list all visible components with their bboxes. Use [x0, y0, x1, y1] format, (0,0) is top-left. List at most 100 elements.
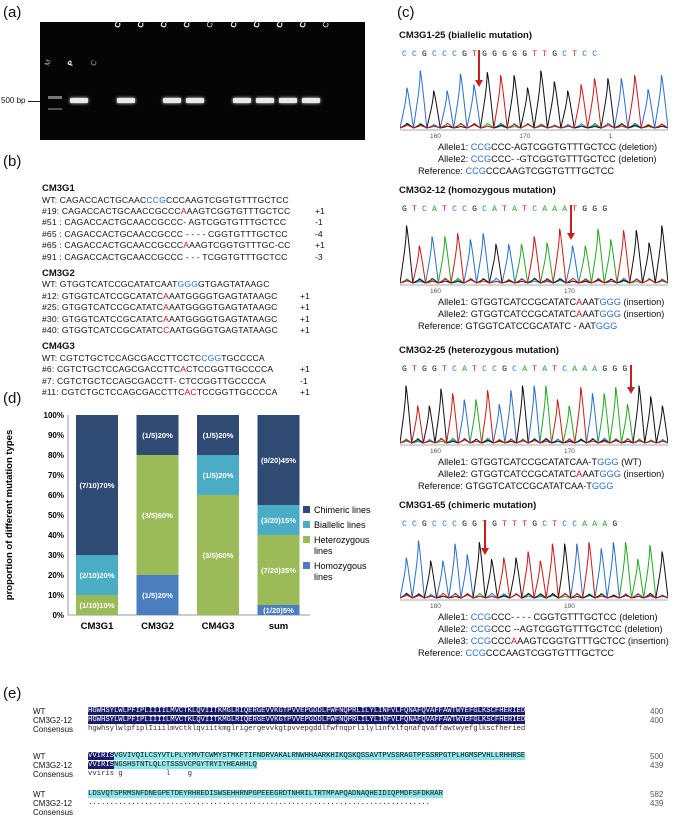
base-call: A [582, 520, 593, 529]
bar-segment [197, 415, 239, 455]
bar-segment [257, 415, 300, 505]
allele-seq: AAGTCGGTGTTTGCTCC [517, 636, 626, 646]
row-label-wt: WT [33, 752, 46, 761]
allele-insertion: A [511, 636, 518, 646]
trace-line-A [400, 542, 668, 599]
indel-size: +1 [315, 240, 325, 251]
base-call: A [602, 520, 613, 529]
stacked-bar-chart: 0% 10% 20% 30% 40% 50% 60% 70% 80% 90% 100% proport… [4, 411, 371, 632]
base-call: A [542, 365, 553, 374]
mutation-arrowhead [567, 233, 575, 240]
trace-line-T [400, 387, 668, 445]
sequence-id: #12: [42, 290, 62, 301]
allele-line: Allele2: GTGGTCATCCGCATATCAAATGGG (inser… [438, 309, 664, 319]
base-call: T [442, 365, 453, 374]
sequence-line: #40: GTGGTCATCCGCATATCCAATGGGGTGAGTATAAG… [42, 325, 278, 335]
sequence-text: CGTCTGCTCCAGCGACCTT- CTCCGGTTGCCCCA [56, 375, 267, 386]
base-call: G [622, 365, 633, 374]
gel-band [116, 98, 135, 103]
chromatogram-trace [400, 225, 668, 286]
chromatogram-title: CM3G2-12 (homozygous mutation) [399, 185, 556, 196]
sequence-line: #51 : CAGACCACTGCAACCGCCC- AGTCGGTGTTTGC… [42, 217, 286, 227]
sequence-line: WT: GTGGTCATCCGCATATCAATGGGGTGAGTATAAGC [42, 279, 270, 289]
allele-seq: GTGGTCATCCGCATATCAA-T [465, 481, 592, 491]
panel-e-label: (e) [3, 685, 22, 702]
x-tick-label: CM4G3 [202, 621, 235, 632]
chromatogram-trace [400, 540, 668, 601]
sequence-highlight: CCG [146, 194, 166, 205]
allele-pam: GGG [599, 469, 621, 479]
allele-seq: CCC [491, 636, 512, 646]
trace-tick: 1 [608, 133, 613, 140]
base-call: T [412, 205, 423, 214]
base-call: C [582, 50, 593, 59]
base-call: G [432, 365, 443, 374]
allele-line: Reference: CCGCCCAAGTCGGTGTTTGCTCC [418, 648, 614, 658]
bar-data-label: (7/10)70% [79, 481, 114, 490]
legend-swatch [303, 521, 310, 528]
bar-data-label: (3/5)60% [142, 511, 173, 520]
allele-line: Allele2: GTGGTCATCCGCATATCAAATGGG (inser… [438, 469, 664, 479]
allele-note: (insertion) [620, 297, 665, 307]
base-call: C [432, 50, 443, 59]
base-call: T [532, 365, 543, 374]
allele-seq: CCC- - - - CGGTGTTTGCTCC [491, 612, 617, 622]
sequence-line: #30: GTGGTCATCCGCATATCAAATGGGGTGAGTATAAG… [42, 314, 278, 324]
y-tick-label: 50% [48, 511, 64, 520]
bar-data-label: (1/5)20% [203, 471, 234, 480]
sequence-id: #30: [42, 313, 62, 324]
allele-label: Reference: [418, 166, 466, 176]
x-tick-label: sum [269, 621, 289, 632]
base-call: C [562, 365, 573, 374]
bar-data-label: (1/5)20% [142, 431, 173, 440]
sequence-text: CAGACCACTGCAACCGCCC [61, 205, 181, 216]
sequence-text: CAGACCACTGCAAC [59, 194, 147, 205]
allele-note: (deletion) [616, 612, 658, 622]
base-call: T [572, 50, 583, 59]
sequence-text: CAGACCACTGCAACCGCCC [64, 240, 184, 251]
trace-tick: 160 [430, 448, 441, 455]
legend-swatch [303, 562, 310, 569]
sequence-text: GTGGTCATCCGCATATCAAT [59, 279, 178, 290]
wt-position: 582 [650, 790, 664, 799]
allele-line: Reference: GTGGTCATCCGCATATCAA-TGGG [418, 481, 613, 491]
sequence-text: CGTCTGCTCCAGCGACCTTC [61, 387, 185, 398]
base-call: T [572, 205, 583, 214]
wt-position: 500 [650, 752, 664, 761]
sequence-highlight: A [180, 205, 187, 216]
sequence-text: CAGACCACTGCAACCGCCC - - - TCGGTGTTTGCTCC [64, 251, 288, 262]
sequence-text: GTGGTCATCCGCATATC [61, 313, 164, 324]
sequence-text: TGCCCCA [221, 352, 265, 363]
panel-a-label: (a) [3, 4, 22, 21]
marker-band [48, 108, 62, 110]
sequence-id: #65 : [42, 228, 65, 239]
base-call: G [462, 520, 473, 529]
allele-seq: AAT [582, 297, 600, 307]
trace-line-G [400, 225, 668, 284]
row-label-wt: WT [33, 707, 46, 716]
mut-position: 439 [650, 799, 664, 808]
base-call: G [402, 365, 413, 374]
legend-label: Biallelic lines [314, 520, 366, 530]
sequence-text: GTGAGTATAAGC [198, 279, 270, 290]
sequence-highlight: A [180, 364, 187, 375]
allele-note: (deletion) [616, 142, 658, 152]
y-tick-label: 70% [48, 471, 64, 480]
row-label-wt: WT [33, 790, 46, 799]
base-call: G [472, 205, 483, 214]
wt-sequence: LDSVQTSPRMSNFDNEGPETDEYRHREDISWSEHHRNPGP… [88, 790, 443, 798]
trace-line-G [400, 70, 668, 129]
sequence-text: AATGGGGTGAGTATAAGC [169, 325, 278, 335]
row-label-consensus: Consensus [33, 808, 74, 817]
base-call: G [582, 205, 593, 214]
bar-segment [257, 535, 300, 605]
base-call: T [532, 50, 543, 59]
allele-label: Allele2: [438, 309, 471, 319]
y-tick-label: 60% [48, 491, 64, 500]
base-call: A [592, 520, 603, 529]
sequence-id: #7: [42, 375, 57, 386]
allele-label: Allele1: [438, 142, 471, 152]
allele-label: Allele3: [438, 636, 471, 646]
aa-seq: HGWHSYLWLPFIPLIIIILMVCTKLQVIITKMGLRIQERG… [88, 707, 526, 715]
base-call: T [412, 365, 423, 374]
